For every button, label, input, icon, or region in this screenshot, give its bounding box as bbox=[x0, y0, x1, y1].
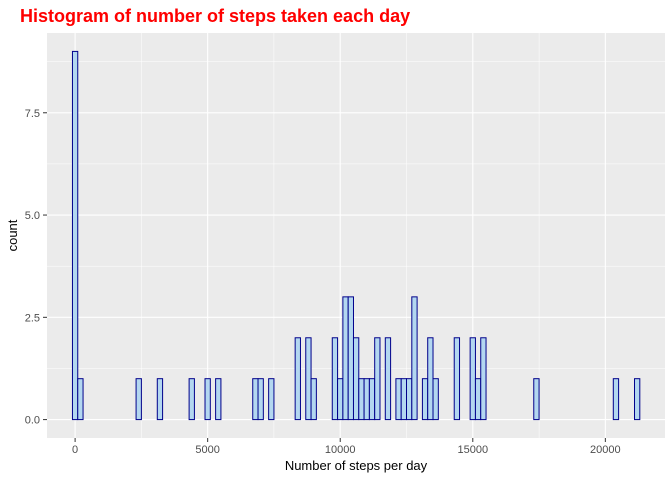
chart-title: Histogram of number of steps taken each … bbox=[20, 6, 411, 26]
histogram-bar bbox=[427, 337, 434, 421]
histogram-bar bbox=[342, 296, 349, 421]
histogram-bar bbox=[77, 378, 84, 421]
histogram-bar bbox=[310, 378, 317, 421]
histogram-bar bbox=[411, 296, 418, 421]
histogram-bar bbox=[204, 378, 211, 421]
histogram-bar bbox=[533, 378, 540, 421]
y-tick-label: 2.5 bbox=[25, 312, 40, 324]
histogram-bar bbox=[363, 378, 370, 421]
histogram-bar bbox=[395, 378, 402, 421]
histogram-bar bbox=[337, 378, 344, 421]
histogram-bar bbox=[268, 378, 275, 421]
histogram-bar bbox=[453, 337, 461, 421]
x-tick-label: 10000 bbox=[325, 444, 356, 456]
histogram-bar bbox=[612, 378, 620, 421]
y-tick-label: 0.0 bbox=[25, 415, 40, 427]
histogram-bar bbox=[474, 378, 482, 421]
x-tick-label: 20000 bbox=[590, 444, 621, 456]
x-tick-label: 15000 bbox=[457, 444, 488, 456]
histogram-bar bbox=[156, 378, 164, 421]
x-axis: 0 5000 10000 15000 20000 bbox=[72, 438, 621, 456]
histogram-bar bbox=[71, 50, 79, 421]
y-axis: 0.0 2.5 5.0 7.5 bbox=[25, 108, 47, 427]
histogram-bar bbox=[400, 378, 408, 421]
histogram-bar bbox=[252, 378, 259, 421]
histogram-bar bbox=[135, 378, 142, 421]
histogram-bar bbox=[432, 378, 439, 421]
histogram-bar bbox=[188, 378, 195, 421]
histogram-bar bbox=[331, 337, 339, 421]
x-tick-label: 0 bbox=[72, 444, 78, 456]
x-axis-title: Number of steps per day bbox=[285, 458, 428, 473]
histogram-bar bbox=[634, 378, 641, 421]
histogram-bars bbox=[71, 50, 641, 421]
histogram-bar bbox=[374, 337, 381, 421]
histogram-bar bbox=[384, 337, 392, 421]
histogram-bar bbox=[358, 378, 365, 421]
histogram-bar bbox=[257, 378, 264, 421]
minor-gridlines bbox=[47, 33, 665, 438]
histogram-bar bbox=[421, 378, 429, 421]
y-tick-label: 7.5 bbox=[25, 108, 40, 120]
histogram-bar bbox=[480, 337, 487, 421]
histogram-bar bbox=[215, 378, 222, 421]
histogram-bar bbox=[352, 337, 360, 421]
histogram-bar bbox=[406, 378, 413, 421]
histogram-bar bbox=[294, 337, 301, 421]
y-tick-label: 5.0 bbox=[25, 210, 40, 222]
histogram-bar bbox=[469, 337, 476, 421]
histogram-bar bbox=[368, 378, 376, 421]
histogram-bar bbox=[305, 337, 312, 421]
x-tick-label: 5000 bbox=[195, 444, 219, 456]
y-axis-title: count bbox=[5, 219, 20, 251]
histogram-bar bbox=[347, 296, 354, 421]
